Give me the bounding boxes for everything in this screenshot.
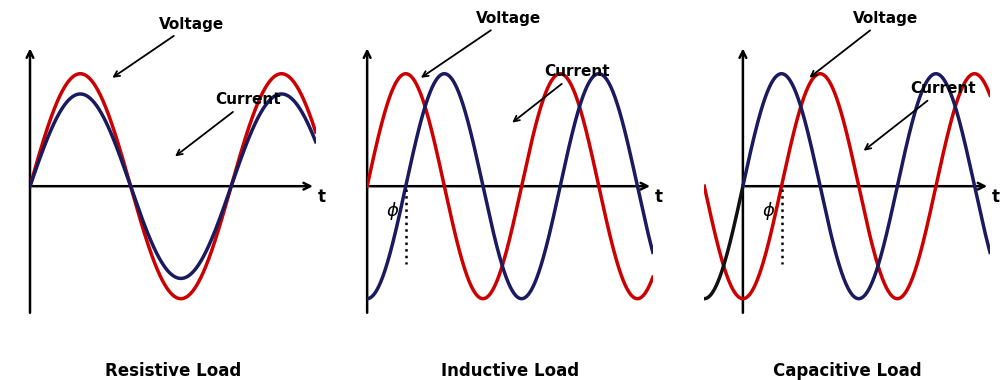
Text: $\phi$: $\phi$ [762,200,775,222]
Text: Voltage: Voltage [811,11,918,76]
Text: Voltage: Voltage [114,17,224,77]
Text: t: t [318,188,326,206]
Text: Voltage: Voltage [423,11,541,77]
Text: Inductive Load: Inductive Load [441,362,579,380]
Text: Current: Current [177,92,281,155]
Text: Capacitive Load: Capacitive Load [773,362,921,380]
Text: t: t [992,188,1000,206]
Text: $\phi$: $\phi$ [386,200,400,222]
Text: Current: Current [865,81,976,149]
Text: Resistive Load: Resistive Load [105,362,241,380]
Text: t: t [654,188,662,206]
Text: Current: Current [514,64,610,121]
